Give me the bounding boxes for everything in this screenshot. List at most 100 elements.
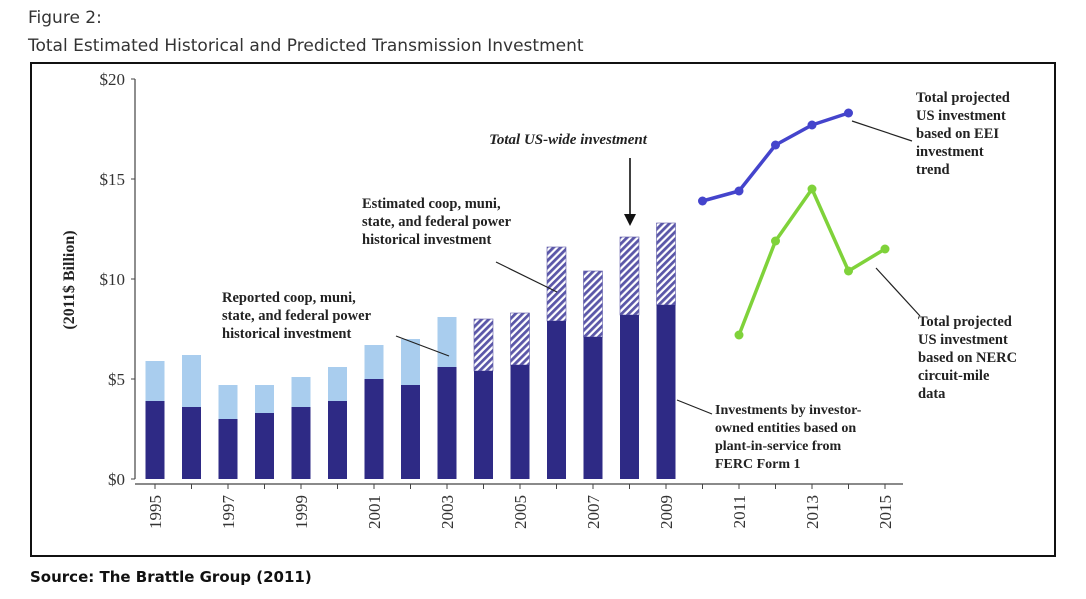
bar-reported-1997: [218, 385, 238, 419]
annotation-line: historical investment: [222, 326, 351, 342]
series-point-nerc: [844, 266, 853, 276]
bar-estimated-2004: [473, 318, 494, 372]
annotation-line: Investments by investor-: [715, 403, 862, 418]
y-tick-label: $15: [100, 170, 126, 189]
bar-estimated-2009: [656, 222, 676, 306]
annotation-line: plant-in-service from: [715, 439, 841, 454]
series-point-eei: [771, 140, 780, 150]
leader-line-estimated: [495, 261, 558, 293]
annotation-estimated: Estimated coop, muni, state, and federal …: [362, 196, 512, 248]
bar-investor-2003: [437, 367, 457, 479]
annotation-line: based on NERC: [918, 350, 1017, 366]
bar-investor-2006: [547, 321, 566, 479]
bar-investor-1995: [145, 401, 165, 479]
series-point-eei: [698, 196, 707, 206]
annotation-line: US investment: [916, 108, 1006, 124]
y-tick-label: $10: [100, 270, 126, 289]
axes: $0 $5 $10 $15 $20 (2011$ Billion) 1995 1997 1999…: [61, 70, 903, 529]
bar-investor-2000: [328, 401, 347, 479]
y-tick-label: $5: [108, 370, 125, 389]
arrow-head-total: [624, 214, 636, 226]
x-tick-label: 2009: [657, 495, 676, 529]
annotation-line: circuit-mile: [918, 368, 990, 384]
bar-investor-2008: [620, 315, 639, 479]
leader-line-eei: [851, 120, 913, 142]
bar-investor-1996: [182, 407, 201, 479]
series-point-eei: [734, 186, 744, 196]
x-tick-label: 2007: [584, 495, 603, 530]
bar-investor-2004: [474, 371, 493, 479]
y-tick-label: $0: [108, 470, 125, 489]
bar-estimated-2005: [510, 312, 530, 366]
bar-investor-2002: [401, 385, 420, 479]
annotation-line: state, and federal power: [222, 308, 372, 324]
bar-investor-2001: [364, 379, 384, 479]
x-tick-label: 2013: [803, 495, 822, 529]
bar-investor-2007: [583, 337, 603, 479]
bar-investor-1997: [218, 419, 238, 479]
series-point-nerc: [734, 330, 744, 340]
leader-line-reported: [395, 335, 450, 357]
bar-reported-2002: [401, 339, 420, 385]
leader-line-nerc: [875, 267, 921, 317]
annotation-line: data: [918, 386, 946, 402]
series-point-nerc: [771, 236, 780, 246]
x-tick-label: 1999: [292, 495, 311, 529]
annotations: Total US-wide investment Estimated coop, …: [222, 90, 1017, 472]
bar-reported-2003: [437, 317, 457, 367]
x-tick-label: 1995: [146, 495, 165, 529]
annotation-line: trend: [916, 162, 950, 178]
annotation-line: Total projected: [916, 90, 1010, 106]
stacked-bars: [145, 222, 676, 479]
annotation-line: historical investment: [362, 232, 491, 248]
bar-investor-2009: [656, 305, 676, 479]
annotation-total: Total US-wide investment: [489, 132, 648, 148]
series-point-nerc: [807, 184, 817, 194]
leader-line-investor: [676, 399, 713, 415]
annotation-line: Estimated coop, muni,: [362, 196, 501, 212]
annotation-line: owned entities based on: [715, 421, 856, 436]
bar-reported-1996: [182, 355, 201, 407]
x-tick-label: 2005: [511, 495, 530, 529]
x-tick-label: 2011: [730, 495, 749, 528]
annotation-line: based on EEI: [916, 126, 999, 142]
annotation-line: FERC Form 1: [715, 457, 801, 472]
annotation-line: Total projected: [918, 314, 1012, 330]
series-point-eei: [807, 120, 817, 130]
y-axis-label: (2011$ Billion): [61, 230, 78, 329]
annotation-line: investment: [916, 144, 984, 160]
bar-reported-1999: [291, 377, 311, 407]
bar-reported-2000: [328, 367, 347, 401]
annotation-eei: Total projected US investment based on EEI…: [916, 90, 1010, 178]
annotation-line: Reported coop, muni,: [222, 290, 356, 306]
series-line-nerc: [737, 187, 886, 336]
x-tick-label: 1997: [219, 495, 238, 530]
annotation-nerc: Total projected US investment based on NER…: [918, 314, 1017, 402]
x-tick-label: 2015: [876, 495, 895, 529]
bar-estimated-2006: [546, 246, 567, 322]
x-tick-label: 2003: [438, 495, 457, 529]
bar-reported-1995: [145, 361, 165, 401]
annotation-reported: Reported coop, muni, state, and federal p…: [222, 290, 372, 342]
bar-reported-1998: [255, 385, 274, 413]
series-point-eei: [844, 108, 853, 118]
bar-reported-2001: [364, 345, 384, 379]
bar-estimated-2008: [619, 236, 640, 316]
bar-investor-1998: [255, 413, 274, 479]
projection-lines: [698, 108, 890, 340]
source-note: Source: The Brattle Group (2011): [30, 568, 312, 586]
bar-investor-1999: [291, 407, 311, 479]
series-point-nerc: [880, 244, 890, 254]
x-tick-label: 2001: [365, 495, 384, 529]
figure-title: Total Estimated Historical and Predicted…: [28, 36, 584, 56]
annotation-line: US investment: [918, 332, 1008, 348]
chart-frame: [30, 62, 1056, 557]
series-line-eei: [702, 111, 850, 203]
annotation-investor: Investments by investor-owned entities b…: [715, 403, 862, 472]
figure-label: Figure 2:: [28, 8, 102, 28]
bar-investor-2005: [510, 365, 530, 479]
bar-estimated-2007: [583, 270, 603, 338]
annotation-line: Total US-wide investment: [489, 132, 648, 148]
y-tick-label: $20: [100, 70, 126, 89]
